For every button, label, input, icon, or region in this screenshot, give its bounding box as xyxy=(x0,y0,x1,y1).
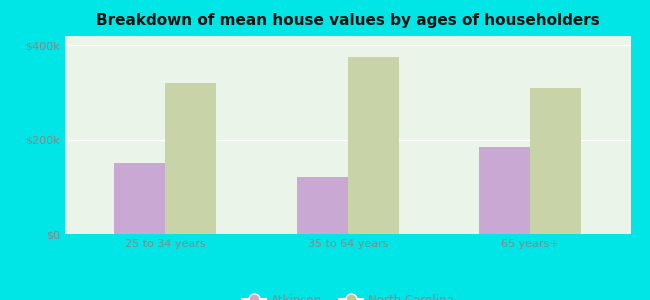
Legend: Atkinson, North Carolina: Atkinson, North Carolina xyxy=(237,289,458,300)
Bar xyxy=(165,83,216,234)
Title: Breakdown of mean house values by ages of householders: Breakdown of mean house values by ages o… xyxy=(96,13,599,28)
Bar xyxy=(530,88,581,234)
Bar xyxy=(296,177,348,234)
Bar xyxy=(479,147,530,234)
Bar xyxy=(348,57,399,234)
Bar xyxy=(114,163,165,234)
